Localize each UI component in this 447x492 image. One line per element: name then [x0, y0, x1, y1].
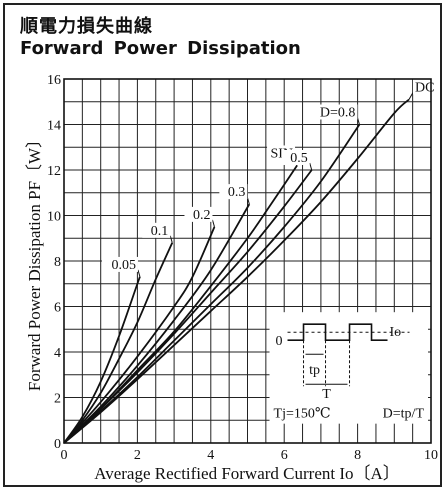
- curve-label-D-0-8: D=0.8: [320, 106, 356, 121]
- curve-label-0-5: 0.5: [290, 151, 308, 166]
- x-axis-label: Average Rectified Forward Current Io〔A〕: [94, 464, 400, 483]
- inset-duty-label: D=tp/T: [383, 407, 425, 422]
- inset-tj-label: Tj=150℃: [274, 407, 331, 422]
- y-tick-label: 10: [47, 210, 61, 225]
- inset-zero-label: 0: [276, 334, 283, 349]
- y-tick-label: 6: [54, 301, 61, 316]
- inset-t-label: T: [322, 387, 331, 402]
- y-axis-label: Forward Power Dissipation PF〔W〕: [25, 131, 44, 391]
- curve-label-0-05: 0.05: [111, 258, 136, 273]
- curve-label-0-2: 0.2: [193, 208, 211, 223]
- y-tick-label: 8: [54, 255, 61, 270]
- curve-label-0-3: 0.3: [228, 185, 246, 200]
- x-tick-label: 8: [354, 448, 361, 463]
- x-tick-label: 6: [281, 448, 288, 463]
- x-tick-label: 2: [134, 448, 141, 463]
- y-tick-label: 2: [54, 392, 61, 407]
- y-tick-label: 12: [47, 164, 61, 179]
- curve-label-0-1: 0.1: [151, 224, 169, 239]
- y-tick-label: 4: [54, 346, 61, 361]
- inset-diagram: 0 Io tpT Tj=150℃ D=tp/T: [270, 312, 428, 423]
- y-tick-label: 16: [47, 73, 61, 88]
- y-tick-label: 0: [54, 437, 61, 452]
- y-tick-label: 14: [47, 119, 61, 134]
- x-tick-label: 4: [207, 448, 214, 463]
- x-tick-label: 0: [61, 448, 68, 463]
- x-tick-label: 10: [424, 448, 438, 463]
- inset-io-label: Io: [390, 325, 402, 340]
- inset-tp-label: tp: [309, 363, 320, 378]
